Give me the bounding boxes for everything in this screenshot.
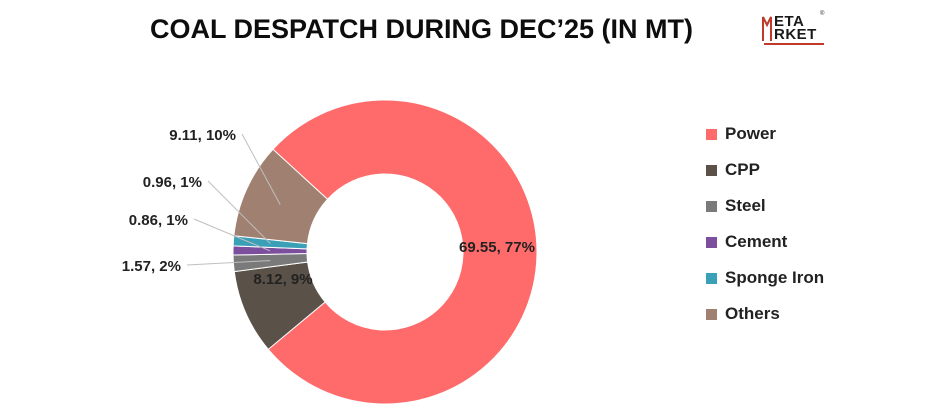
legend-swatch-sponge-iron [706,272,717,284]
data-label-others: 9.11, 10% [169,127,236,144]
leader-line-cement [193,218,271,252]
legend-item-sponge-iron: Sponge Iron [706,260,824,296]
logo-line-1: ETA [774,13,805,30]
legend-item-others: Others [706,296,824,332]
legend-label-sponge-iron: Sponge Iron [725,268,825,287]
chart-data-labels: 69.55, 77% 8.12, 9% 1.57, 2% 0.86, 1% 0.96, … [122,127,535,288]
meta-market-logo: ETA RKET ® [762,11,825,49]
legend-label-steel: Steel [725,196,766,215]
legend-swatch-cement [706,236,717,248]
leader-line-sponge-iron [207,180,271,244]
data-label-cement: 0.86, 1% [129,212,188,229]
data-label-cpp: 8.12, 9% [253,271,312,288]
legend-label-cement: Cement [725,232,788,251]
logo-m-glyph [762,16,772,41]
data-label-steel: 1.57, 2% [122,258,181,275]
legend-swatch-power [706,128,717,140]
legend-item-cement: Cement [706,224,824,260]
data-label-sponge-iron: 0.96, 1% [143,174,202,191]
chart-leader-lines [186,133,281,266]
legend-swatch-steel [706,200,717,212]
legend-item-steel: Steel [706,188,824,224]
chart-title: COAL DESPATCH DURING DEC’25 (IN MT) [150,14,694,44]
legend-item-cpp: CPP [706,152,824,188]
legend-item-power: Power [706,116,824,152]
legend-label-power: Power [725,124,777,143]
logo-line-2: RKET [774,26,817,43]
logo-underline [764,43,824,45]
legend-label-others: Others [725,304,780,323]
legend-label-cpp: CPP [725,160,760,179]
chart-slices [232,99,538,405]
legend-swatch-others [706,308,717,320]
logo-registered-mark: ® [820,11,825,17]
chart-legend: Power CPP Steel Cement Sponge Iron Others [706,116,824,332]
leader-line-steel [186,260,271,266]
data-label-power: 69.55, 77% [459,239,535,256]
slice-power [267,99,538,405]
slice-others [233,148,329,245]
legend-swatch-cpp [706,164,717,176]
leader-line-others [241,133,281,205]
